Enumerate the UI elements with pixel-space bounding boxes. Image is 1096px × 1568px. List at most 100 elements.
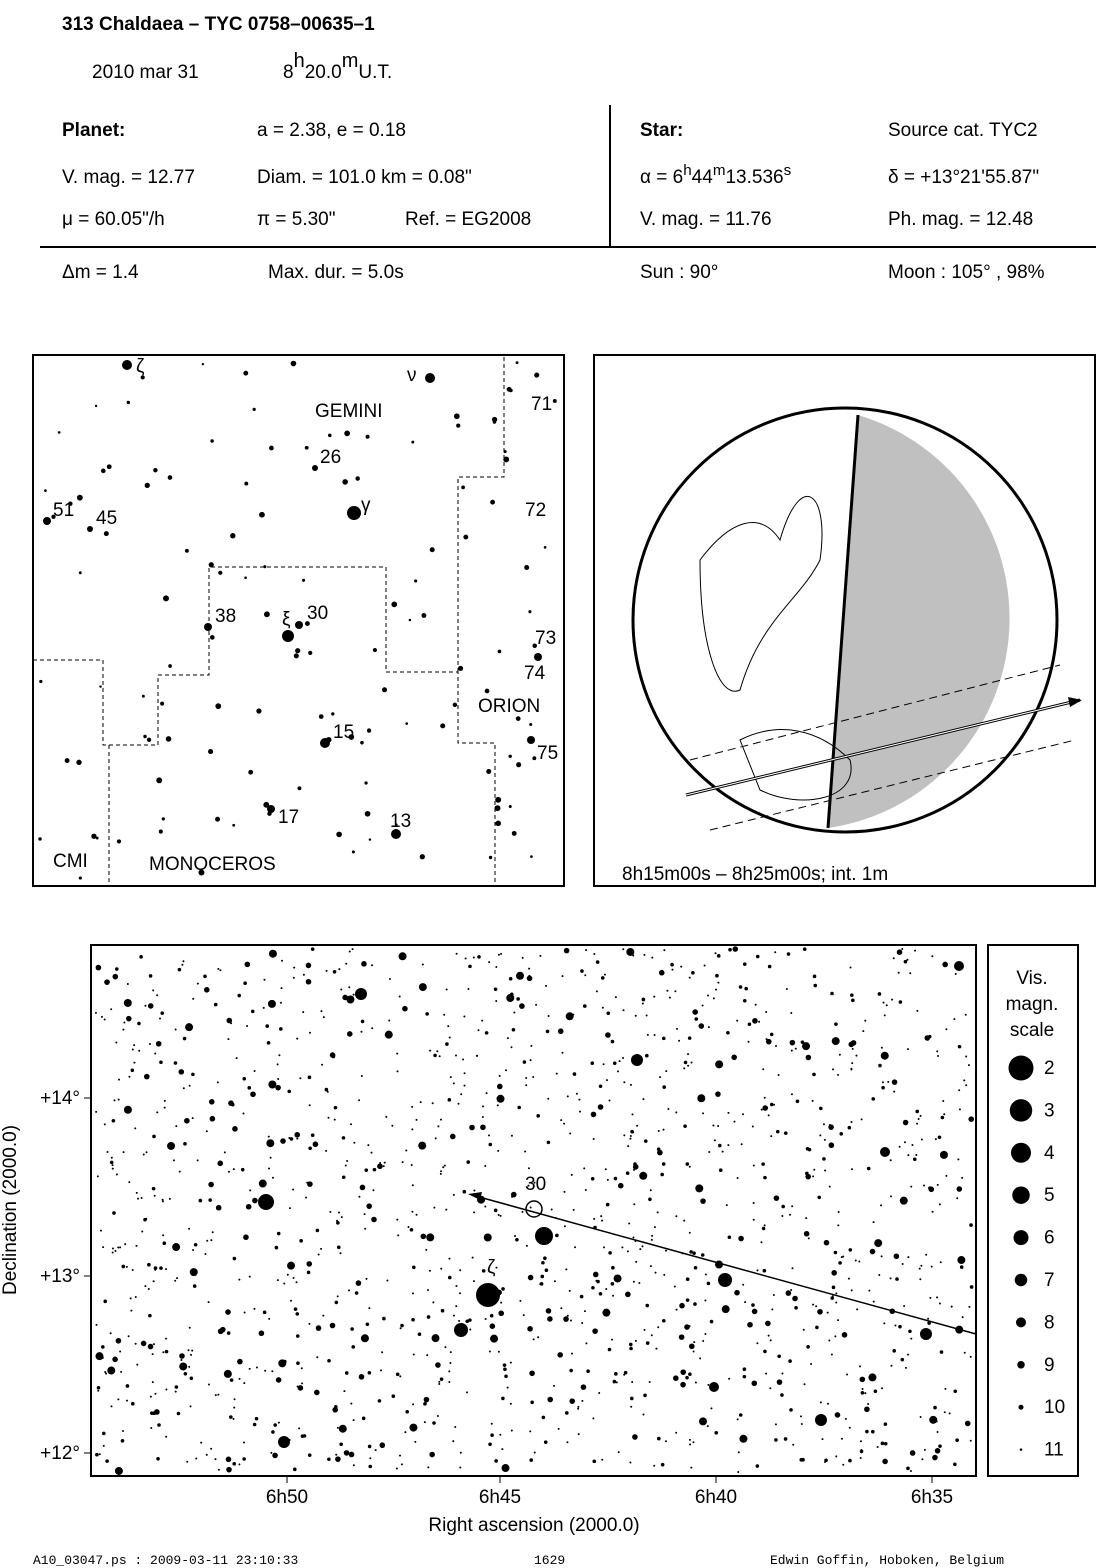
finder-label: 51 bbox=[53, 500, 74, 521]
sky-star bbox=[110, 1156, 113, 1159]
sky-star bbox=[940, 1115, 945, 1120]
sky-star bbox=[920, 1328, 932, 1340]
sky-star bbox=[772, 1293, 775, 1296]
sky-star bbox=[862, 1030, 865, 1033]
sky-star bbox=[177, 967, 182, 972]
sky-star bbox=[179, 1353, 185, 1359]
sky-star bbox=[571, 1352, 574, 1355]
sky-star bbox=[354, 1291, 359, 1295]
sky-star bbox=[693, 1265, 698, 1270]
sky-star bbox=[838, 1053, 841, 1056]
sky-star bbox=[963, 1351, 966, 1354]
sky-star bbox=[765, 1038, 772, 1045]
sky-star bbox=[605, 1202, 610, 1207]
sky-star bbox=[629, 1134, 632, 1137]
sky-star bbox=[242, 1457, 246, 1461]
finder-star bbox=[461, 485, 465, 490]
finder-star bbox=[160, 701, 165, 706]
sky-star bbox=[645, 1014, 648, 1017]
sky-star bbox=[928, 1186, 932, 1190]
y-axis-label: Declination (2000.0) bbox=[0, 1125, 21, 1295]
sky-star bbox=[912, 1157, 917, 1162]
legend-mag: 2 bbox=[1044, 1058, 1055, 1079]
sky-star bbox=[516, 997, 520, 1001]
sky-star bbox=[664, 1440, 667, 1443]
sky-star bbox=[859, 1365, 862, 1368]
sky-star bbox=[307, 1181, 313, 1187]
sky-star bbox=[824, 1458, 828, 1463]
finder-star bbox=[336, 831, 342, 838]
finder-star bbox=[76, 494, 83, 501]
sky-star bbox=[208, 1099, 215, 1105]
sky-star bbox=[707, 994, 710, 997]
footer-number: 1629 bbox=[534, 1553, 565, 1568]
sky-star bbox=[135, 1244, 138, 1247]
sky-star bbox=[641, 1002, 644, 1005]
sky-star bbox=[755, 1464, 760, 1468]
sky-star bbox=[279, 1001, 282, 1004]
finder-star bbox=[243, 370, 249, 376]
sky-star bbox=[632, 1280, 635, 1283]
sky-star bbox=[174, 1390, 177, 1393]
sky-star bbox=[447, 1275, 452, 1280]
sky-star bbox=[252, 1422, 257, 1427]
sky-star bbox=[651, 956, 654, 959]
sky-star bbox=[374, 1449, 377, 1452]
sky-star bbox=[299, 1077, 302, 1080]
sky-star bbox=[195, 1457, 198, 1460]
finder-star bbox=[161, 817, 165, 821]
sky-star bbox=[547, 1316, 553, 1322]
sky-star bbox=[336, 1426, 339, 1429]
sky-star bbox=[541, 1415, 546, 1420]
sky-star bbox=[287, 1261, 296, 1270]
sky-star bbox=[488, 1142, 493, 1147]
sky-star bbox=[692, 1009, 698, 1015]
sky-star bbox=[756, 1342, 759, 1345]
sky-star bbox=[150, 1427, 153, 1430]
sky-star bbox=[348, 986, 351, 989]
sky-star bbox=[606, 1079, 609, 1082]
sky-star bbox=[907, 1353, 910, 1356]
sky-star bbox=[643, 1328, 646, 1331]
sky-star bbox=[673, 1285, 676, 1288]
sky-star bbox=[715, 1091, 721, 1097]
finder-star bbox=[201, 362, 205, 366]
sky-star bbox=[95, 1323, 98, 1326]
sky-star bbox=[276, 1063, 279, 1066]
sky-star bbox=[683, 1067, 686, 1070]
sky-star bbox=[706, 1425, 709, 1428]
sky-star bbox=[689, 1443, 692, 1446]
sky-star bbox=[125, 1399, 128, 1402]
sky-star bbox=[653, 1464, 656, 1467]
sky-star bbox=[636, 1124, 639, 1127]
sky-star bbox=[191, 1349, 194, 1352]
sky-star bbox=[522, 1314, 525, 1317]
sky-star bbox=[163, 1106, 166, 1109]
sky-star bbox=[598, 1292, 603, 1296]
date: 2010 mar 31 bbox=[92, 62, 199, 83]
sky-star bbox=[897, 971, 900, 974]
sky-star bbox=[288, 1207, 291, 1210]
sky-star bbox=[751, 1308, 758, 1315]
sky-star bbox=[883, 1014, 886, 1017]
sky-star bbox=[443, 1013, 446, 1016]
sky-star bbox=[447, 1098, 452, 1102]
sky-star bbox=[688, 1231, 691, 1234]
sky-star bbox=[733, 1120, 736, 1123]
sky-star bbox=[484, 1031, 489, 1035]
sky-star bbox=[725, 1204, 728, 1207]
sky-star bbox=[484, 1205, 487, 1208]
sky-star bbox=[121, 1264, 126, 1269]
sky-star bbox=[348, 1451, 355, 1458]
sky-star bbox=[560, 1307, 563, 1310]
sky-star bbox=[246, 1024, 249, 1027]
sky-star bbox=[629, 1396, 634, 1401]
sky-star bbox=[268, 1080, 277, 1089]
sky-star bbox=[253, 1307, 256, 1310]
legend-title: scale bbox=[1010, 1020, 1054, 1041]
finder-star bbox=[282, 630, 294, 642]
sky-star bbox=[267, 1135, 270, 1138]
sky-star bbox=[880, 1441, 885, 1446]
finder-star bbox=[267, 805, 275, 813]
sky-star bbox=[96, 1385, 101, 1390]
